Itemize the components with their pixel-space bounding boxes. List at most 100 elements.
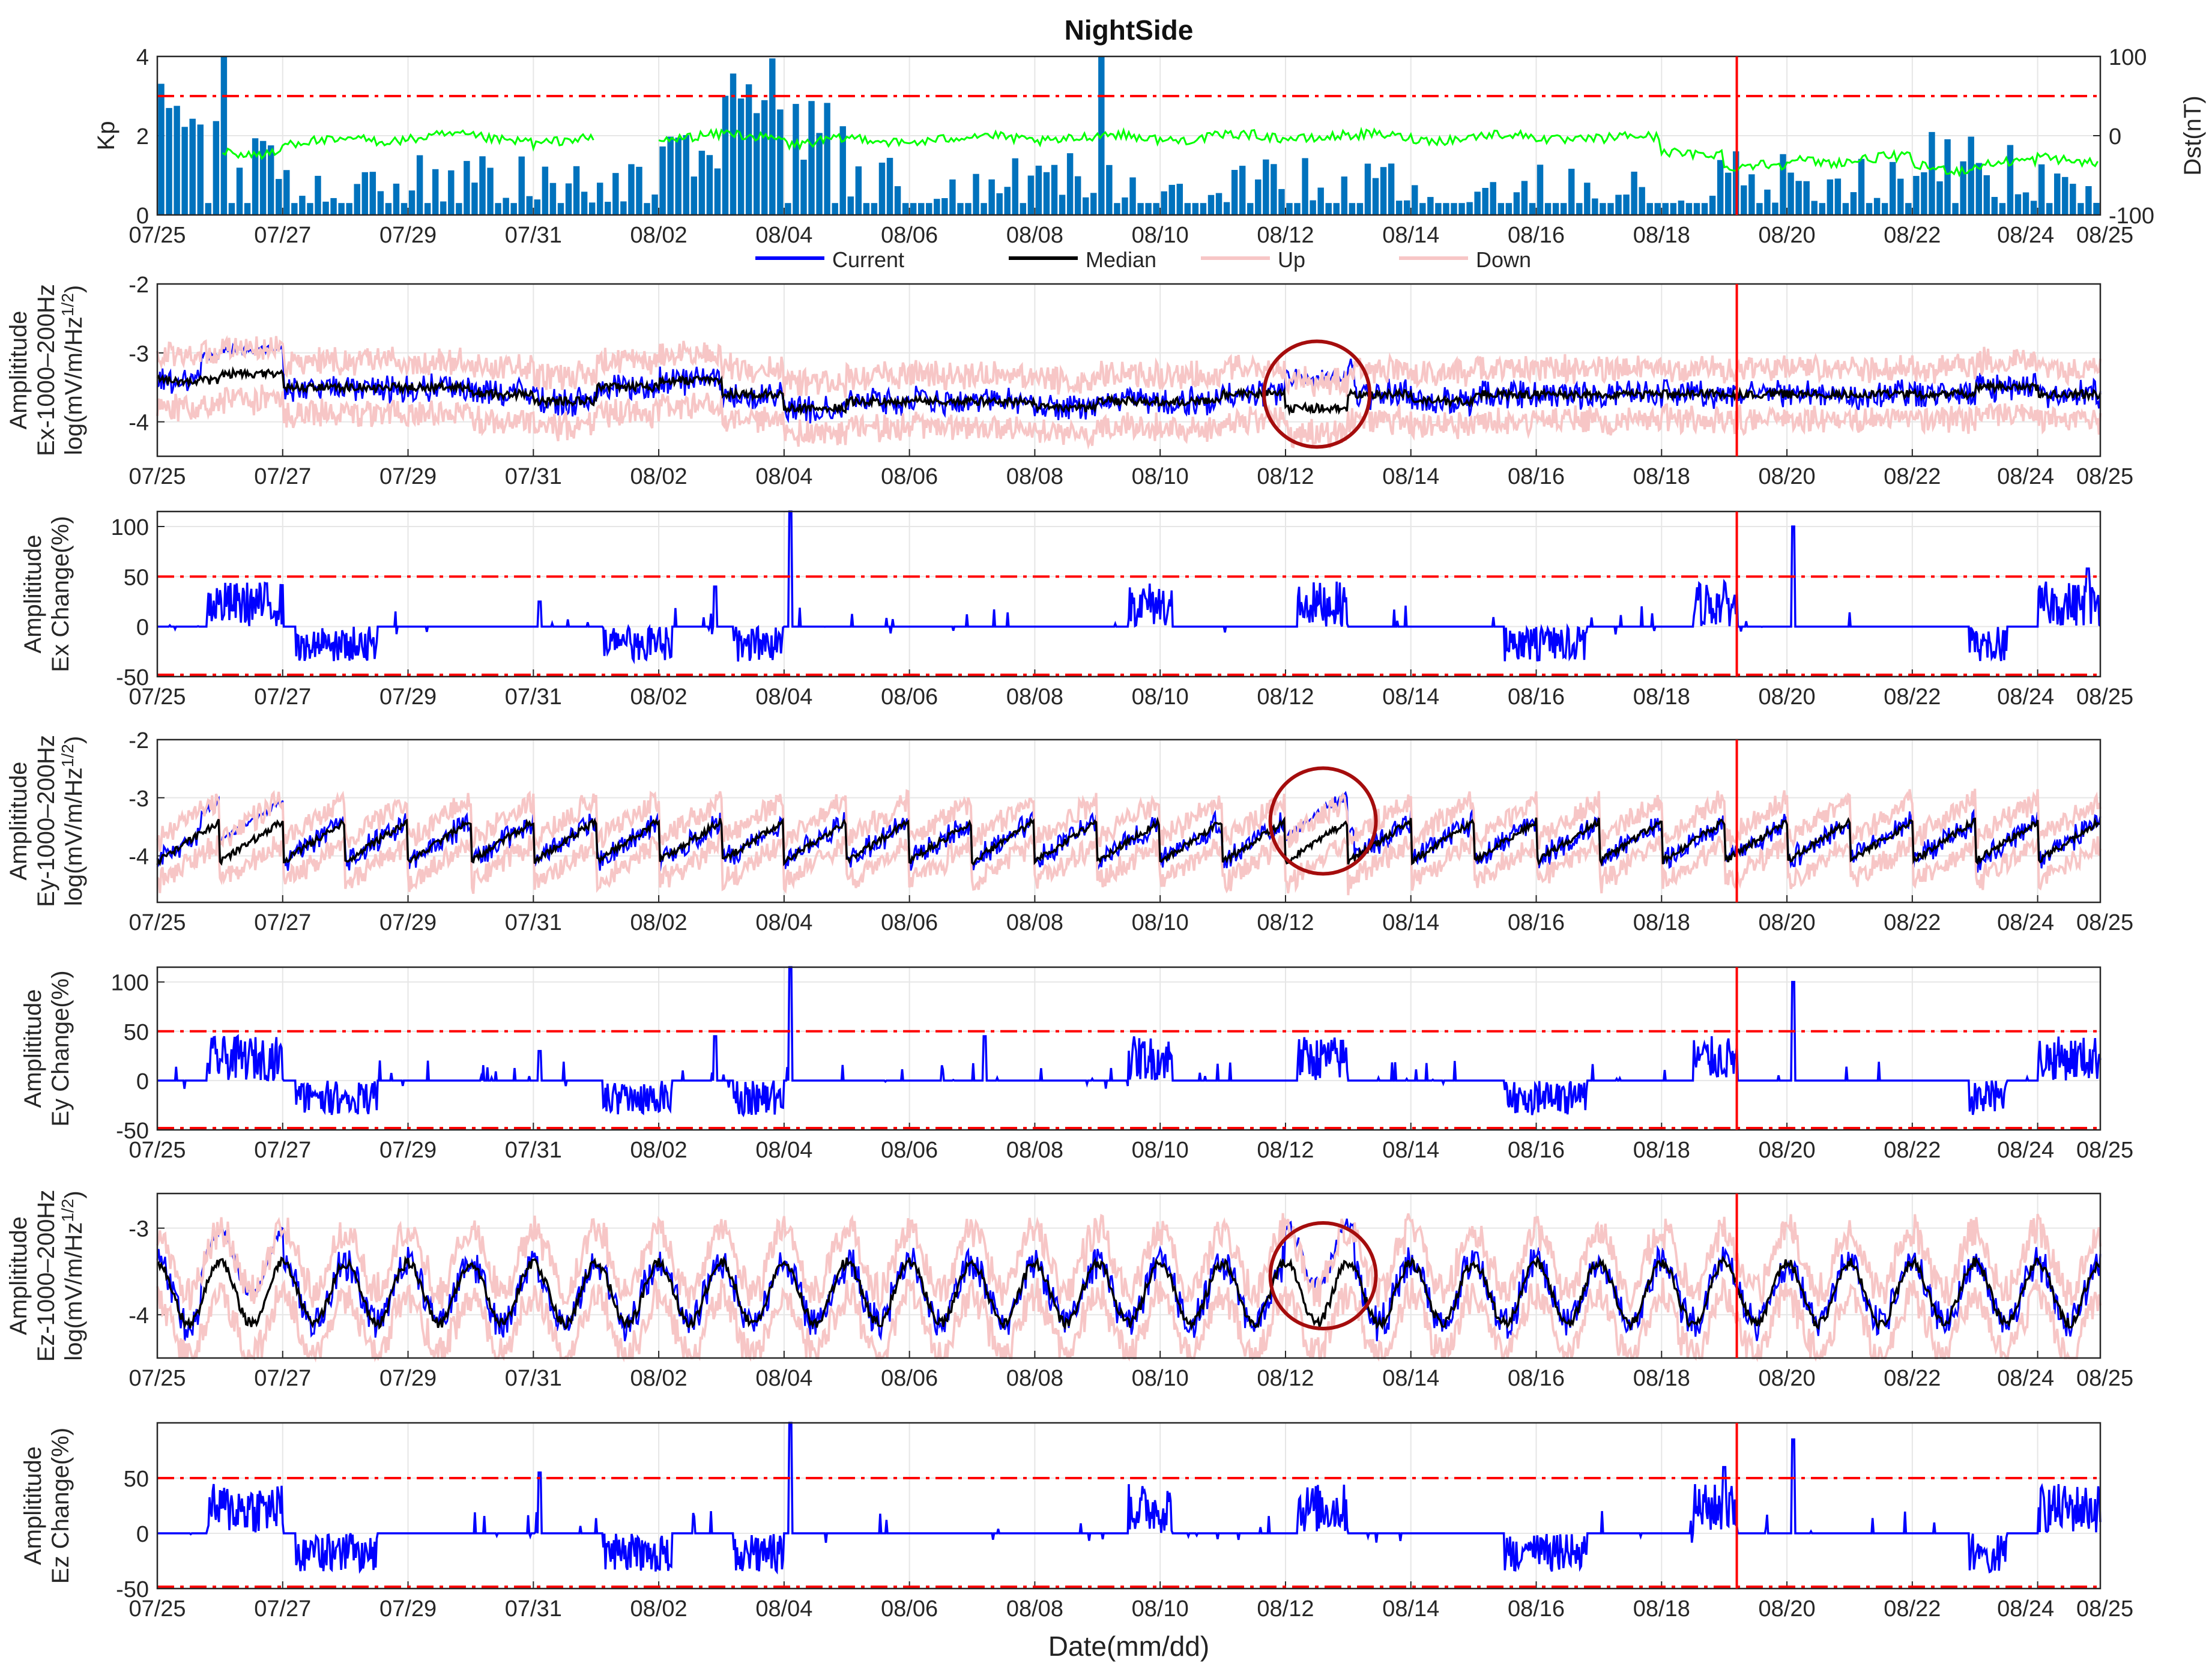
kp-bar (205, 203, 212, 215)
kp-bar (1607, 203, 1614, 215)
x-tick-label: 08/04 (755, 1596, 812, 1622)
x-tick-label: 08/10 (1132, 910, 1189, 935)
kp-bar (1921, 172, 1927, 215)
kp-bar (2046, 203, 2053, 215)
kp-bar (448, 170, 455, 215)
x-tick-label: 08/22 (1884, 1596, 1941, 1622)
kp-bar (667, 136, 674, 215)
kp-bar (1122, 197, 1128, 215)
x-tick-label: 08/24 (1997, 1596, 2054, 1622)
x-tick-label: 07/27 (254, 684, 311, 710)
kp-bar (730, 73, 737, 215)
kp-bar (1568, 169, 1575, 215)
kp-bar (2022, 192, 2029, 215)
y-tick-label: -3 (128, 1217, 149, 1242)
dst-line (222, 129, 594, 160)
kp-bar (1176, 184, 1183, 215)
kp-bar (1929, 131, 1935, 215)
kp-bar (1544, 203, 1552, 215)
x-tick-label: 08/04 (755, 910, 812, 935)
kp-bar (714, 168, 721, 215)
kp-bar (1764, 189, 1771, 215)
kp-bar (1356, 203, 1364, 215)
dst-line (658, 127, 2099, 178)
x-tick-label: 08/04 (755, 223, 812, 248)
kp-bar (1787, 172, 1794, 215)
x-tick-label: 07/29 (379, 1138, 437, 1163)
kp-bar (636, 166, 642, 215)
kp-bar (1748, 174, 1755, 215)
kp-bar (1850, 192, 1857, 215)
x-tick-label: 08/22 (1884, 223, 1941, 248)
y-tick-label: 0 (136, 204, 149, 229)
y-tick-label: -4 (128, 845, 149, 870)
kp-bar (440, 201, 447, 215)
x-tick-label: 08/10 (1132, 223, 1189, 248)
kp-bar (1427, 197, 1434, 215)
kp-bar (1341, 177, 1348, 215)
kp-bar (1403, 200, 1410, 215)
axes-box (156, 738, 2102, 904)
change-series (157, 510, 2102, 665)
x-tick-label: 08/06 (881, 1366, 938, 1391)
kp-bar (941, 198, 948, 215)
kp-bar (400, 203, 408, 215)
kp-bar (510, 203, 517, 215)
kp-bar (2038, 164, 2045, 215)
kp-bar (1192, 203, 1199, 215)
kp-bar (1035, 165, 1042, 215)
kp-bar (581, 192, 588, 215)
kp-bar (1936, 181, 1943, 215)
kp-bar (1435, 203, 1442, 215)
kp-bar (197, 124, 204, 215)
kp-bar (1952, 203, 1959, 215)
x-tick-label: 08/20 (1759, 1138, 1816, 1163)
legend-label-down: Down (1476, 247, 1531, 272)
panel-ex_change: 07/25 07/27 07/29 07/31 08/02 08/04 08/06 08/08… (20, 510, 2133, 710)
x-tick-label: 08/06 (881, 1138, 938, 1163)
kp-bar (659, 146, 666, 215)
kp-bar (894, 186, 901, 215)
x-tick-label: 08/22 (1884, 464, 1941, 489)
x-tick-label: 08/10 (1132, 464, 1189, 489)
kp-bar (753, 113, 760, 215)
y-tick-label: -4 (128, 411, 149, 436)
x-tick-label: 08/10 (1132, 1366, 1189, 1391)
x-tick-label: 08/16 (1508, 910, 1565, 935)
panel-ex_amplitude: 07/25 07/27 07/29 07/31 08/02 08/04 08/06 08/08… (5, 273, 2133, 489)
axes-box (156, 283, 2102, 457)
kp-bar (1372, 178, 1379, 215)
kp-bar (2062, 177, 2068, 215)
x-tick-label: 08/16 (1508, 464, 1565, 489)
kp-bar (1380, 167, 1387, 215)
kp-bar (745, 84, 752, 215)
x-tick-label: 08/12 (1257, 223, 1314, 248)
kp-bar (471, 183, 478, 215)
x-tick-label: 07/25 (128, 1138, 186, 1163)
kp-bar (283, 170, 290, 215)
change-series (157, 1422, 2102, 1575)
y-axis-label: AmplititudeEy Change(%) (20, 970, 74, 1126)
kp-bar (839, 126, 846, 215)
x-tick-label: 08/08 (1006, 464, 1063, 489)
x-tick-label: 08/24 (1997, 464, 2054, 489)
panel-ez_amplitude: 07/25 07/27 07/29 07/31 08/02 08/04 08/06 08/08… (5, 1190, 2133, 1391)
highlight-circle (1268, 766, 1378, 876)
x-tick-label: 08/06 (881, 910, 938, 935)
kp-bar (416, 155, 423, 215)
x-tick-label: 08/25 (2076, 684, 2133, 710)
kp-bar (605, 202, 611, 215)
kp-bar (706, 155, 713, 215)
kp-bar (369, 172, 376, 215)
x-tick-label: 08/02 (630, 1366, 687, 1391)
kp-bar (424, 203, 431, 215)
kp-bar (926, 203, 932, 215)
x-tick-label: 08/25 (2076, 1138, 2133, 1163)
x-tick-label: 08/12 (1257, 1138, 1314, 1163)
x-tick-label: 08/16 (1508, 1366, 1565, 1391)
x-tick-label: 08/22 (1884, 1138, 1941, 1163)
y-axis-label: AmplititudeEy-1000–200Hzlog(mV/m/Hz1/2) (5, 735, 87, 907)
x-tick-label: 08/06 (881, 464, 938, 489)
x-tick-label: 08/24 (1997, 910, 2054, 935)
y-tick-label: 50 (124, 1020, 149, 1045)
